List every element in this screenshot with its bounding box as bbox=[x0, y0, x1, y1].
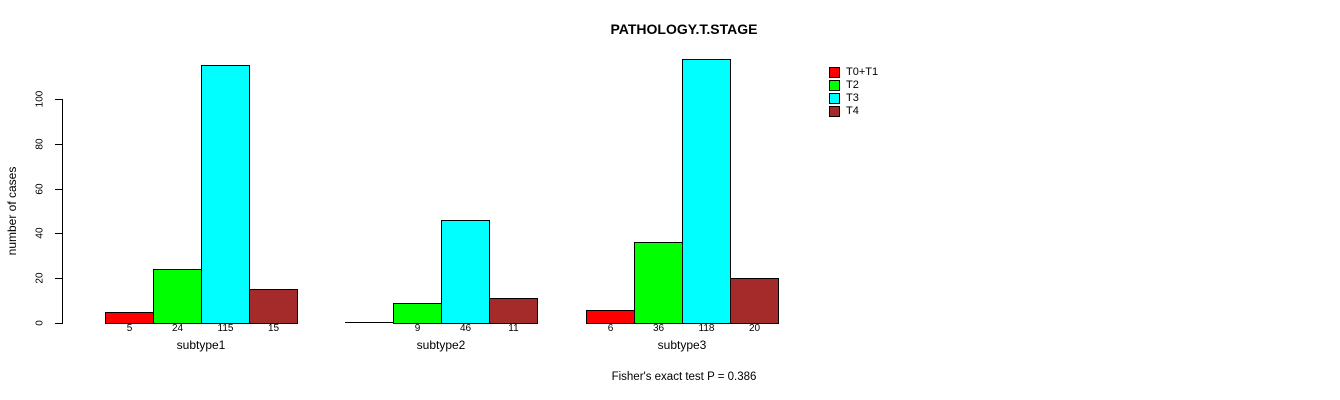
bar-value-label: 46 bbox=[459, 323, 472, 334]
bar-value-label: 9 bbox=[414, 323, 421, 334]
bar-t4 bbox=[249, 289, 298, 324]
bar-t3 bbox=[682, 59, 731, 324]
y-tick-mark bbox=[55, 278, 62, 279]
legend-item-label: T2 bbox=[846, 79, 859, 91]
bar-t4 bbox=[489, 298, 538, 324]
legend: T0+T1 T2 T3 T4 bbox=[829, 66, 878, 118]
y-tick-mark bbox=[55, 323, 62, 324]
x-category-label: subtype2 bbox=[416, 338, 466, 352]
bar-t3 bbox=[201, 65, 250, 324]
bar-t3 bbox=[441, 220, 490, 324]
x-category-label: subtype3 bbox=[657, 338, 707, 352]
legend-item: T4 bbox=[829, 105, 878, 118]
legend-swatch-icon bbox=[829, 106, 840, 117]
bar-value-label: 15 bbox=[267, 323, 280, 334]
legend-item-label: T3 bbox=[846, 92, 859, 104]
bar-t2 bbox=[634, 242, 683, 324]
y-tick-label: 100 bbox=[34, 90, 46, 108]
chart-title: PATHOLOGY.T.STAGE bbox=[610, 21, 758, 37]
legend-item: T0+T1 bbox=[829, 66, 878, 79]
bar-value-label: 36 bbox=[652, 323, 665, 334]
y-tick-label: 0 bbox=[34, 320, 46, 326]
y-tick-label: 60 bbox=[34, 183, 46, 195]
bar-value-label: 11 bbox=[508, 323, 519, 334]
legend-swatch-icon bbox=[829, 93, 840, 104]
bar-t0-t1 bbox=[586, 310, 635, 324]
y-tick-label: 40 bbox=[34, 227, 46, 239]
legend-item: T2 bbox=[829, 79, 878, 92]
bar-t4 bbox=[730, 278, 779, 324]
legend-item: T3 bbox=[829, 92, 878, 105]
y-tick-mark bbox=[55, 189, 62, 190]
y-axis-line bbox=[62, 99, 63, 324]
legend-swatch-icon bbox=[829, 80, 840, 91]
bar-t2 bbox=[393, 303, 442, 324]
y-tick-mark bbox=[55, 144, 62, 145]
bar-value-label: 5 bbox=[126, 323, 133, 334]
bar-value-label: 118 bbox=[698, 323, 715, 334]
bar-value-label: 6 bbox=[607, 323, 614, 334]
bar-value-label: 20 bbox=[748, 323, 761, 334]
legend-item-label: T0+T1 bbox=[846, 66, 879, 78]
bar-value-label: 115 bbox=[217, 323, 234, 334]
bar-value-label: 24 bbox=[171, 323, 184, 334]
legend-swatch-icon bbox=[829, 67, 840, 78]
x-category-label: subtype1 bbox=[176, 338, 226, 352]
y-tick-mark bbox=[55, 233, 62, 234]
y-axis-title: number of cases bbox=[5, 166, 19, 256]
annotation: Fisher's exact test P = 0.386 bbox=[611, 371, 757, 383]
y-tick-mark bbox=[55, 99, 62, 100]
bar-t2 bbox=[153, 269, 202, 324]
y-tick-label: 80 bbox=[34, 138, 46, 150]
y-tick-label: 20 bbox=[34, 272, 46, 284]
legend-item-label: T4 bbox=[846, 105, 859, 117]
bar-zero-baseline bbox=[345, 322, 394, 323]
